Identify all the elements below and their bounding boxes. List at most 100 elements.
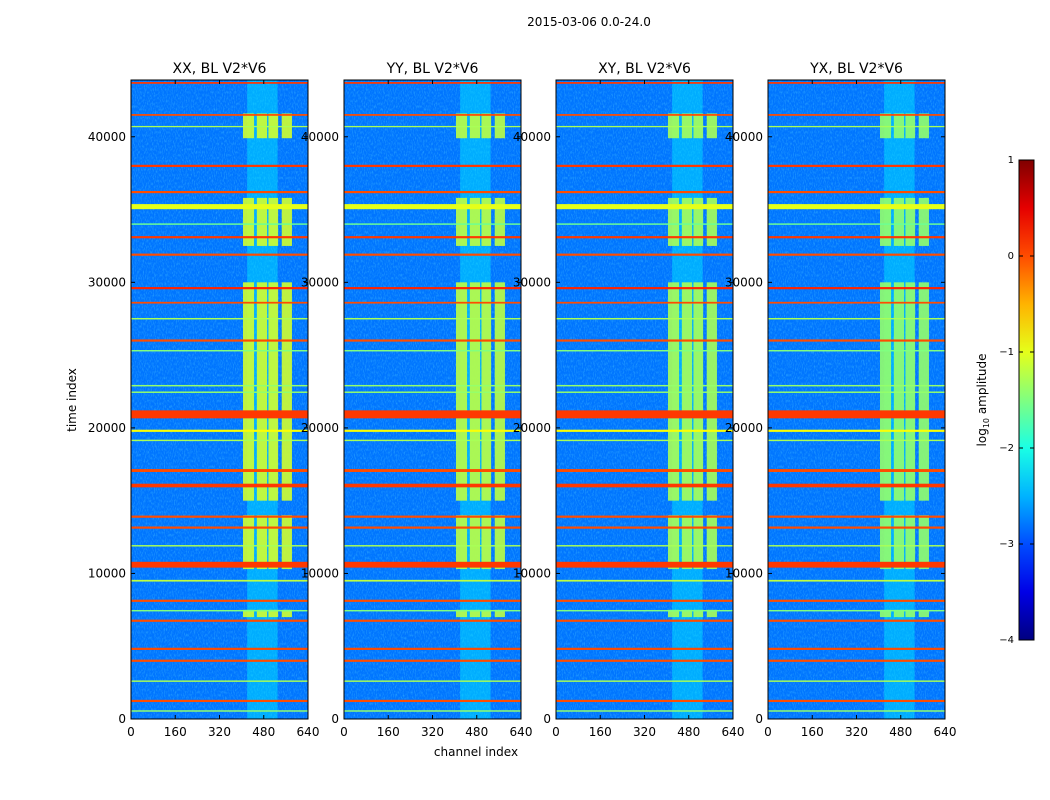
- x-tick-label: 320: [845, 725, 868, 739]
- rfi-row: [131, 339, 308, 342]
- rfi-row: [131, 253, 308, 256]
- rfi-row: [131, 439, 308, 442]
- rfi-row: [768, 317, 945, 320]
- panel-title: YX, BL V2*V6: [809, 61, 903, 77]
- rfi-row: [556, 469, 733, 472]
- rfi-row: [131, 287, 308, 290]
- rfi-row: [344, 579, 521, 582]
- rfi-row: [131, 483, 308, 488]
- y-tick-label: 40000: [513, 130, 551, 144]
- channel-block: [880, 515, 892, 570]
- colorbar-tick-label: −2: [999, 443, 1014, 454]
- x-tick-label: 640: [934, 725, 957, 739]
- rfi-row: [556, 526, 733, 529]
- y-tick-label: 0: [331, 712, 339, 726]
- rfi-row: [768, 125, 945, 128]
- rfi-row: [556, 223, 733, 225]
- channel-block: [668, 609, 680, 618]
- y-tick-label: 40000: [725, 130, 763, 144]
- rfi-row: [344, 699, 521, 703]
- channel-block: [494, 515, 505, 570]
- channel-block: [880, 197, 892, 246]
- rfi-row: [768, 410, 945, 419]
- y-tick-label: 10000: [301, 566, 339, 580]
- rfi-row: [556, 253, 733, 256]
- rfi-row: [556, 164, 733, 167]
- rfi-row: [131, 680, 308, 682]
- colorbar-tick-label: 0: [1008, 251, 1014, 262]
- rfi-row: [556, 659, 733, 662]
- channel-block: [456, 609, 468, 618]
- colorbar-tick-label: −4: [999, 635, 1014, 646]
- channel-block: [481, 609, 492, 618]
- rfi-row: [556, 429, 733, 432]
- rfi-row: [768, 236, 945, 239]
- channel-block: [268, 113, 279, 139]
- rfi-row: [768, 204, 945, 210]
- rfi-row: [131, 469, 308, 472]
- y-tick-label: 30000: [301, 275, 339, 289]
- rfi-row: [768, 483, 945, 488]
- rfi-row: [344, 599, 521, 602]
- y-tick-label: 30000: [88, 275, 126, 289]
- channel-block: [905, 609, 916, 618]
- rfi-row: [768, 391, 945, 393]
- channel-block: [693, 609, 704, 618]
- rfi-row: [131, 619, 308, 622]
- channel-block: [905, 113, 916, 139]
- channel-block: [256, 197, 268, 246]
- channel-block: [668, 197, 680, 246]
- rfi-row: [344, 114, 521, 116]
- rfi-row: [131, 190, 308, 194]
- rfi-row: [131, 384, 308, 387]
- rfi-row: [556, 339, 733, 342]
- y-tick-label: 10000: [725, 566, 763, 580]
- x-tick-label: 160: [164, 725, 187, 739]
- rfi-row: [344, 190, 521, 194]
- channel-block: [469, 609, 481, 618]
- panel-title: XY, BL V2*V6: [598, 61, 691, 77]
- rfi-row: [344, 253, 521, 256]
- rfi-row: [768, 680, 945, 682]
- rfi-row: [768, 561, 945, 568]
- rfi-row: [344, 469, 521, 472]
- rfi-row: [131, 317, 308, 320]
- rfi-row: [768, 339, 945, 342]
- channel-block: [918, 609, 929, 618]
- channel-block: [706, 113, 717, 139]
- x-tick-label: 480: [252, 725, 275, 739]
- heatmap-noise: [556, 80, 733, 719]
- rfi-row: [344, 526, 521, 529]
- rfi-row: [768, 164, 945, 167]
- panel-xy: XY, BL V2*V6 0 160 320 480 640 0 10000 20000 3000…: [513, 61, 745, 739]
- rfi-row: [131, 647, 308, 650]
- rfi-row: [768, 526, 945, 529]
- panel-title: YY, BL V2*V6: [386, 61, 479, 77]
- rfi-row: [344, 287, 521, 290]
- colorbar-tick-label: −1: [999, 347, 1014, 358]
- rfi-row: [768, 609, 945, 612]
- rfi-row: [131, 561, 308, 568]
- rfi-row: [556, 410, 733, 419]
- rfi-row: [556, 301, 733, 304]
- channel-block: [494, 113, 505, 139]
- channel-block: [893, 197, 905, 246]
- y-tick-label: 0: [543, 712, 551, 726]
- panel-title: XX, BL V2*V6: [173, 61, 267, 77]
- y-tick-label: 40000: [301, 130, 339, 144]
- channel-block: [706, 197, 717, 246]
- rfi-row: [344, 429, 521, 432]
- channel-block: [706, 609, 717, 618]
- channel-block: [456, 197, 468, 246]
- rfi-row: [556, 190, 733, 194]
- channel-block: [281, 197, 292, 246]
- rfi-row: [768, 223, 945, 225]
- rfi-row: [556, 619, 733, 622]
- rfi-row: [131, 515, 308, 518]
- y-tick-label: 30000: [513, 275, 551, 289]
- rfi-row: [131, 223, 308, 225]
- x-tick-label: 320: [633, 725, 656, 739]
- rfi-row: [131, 410, 308, 419]
- channel-block: [481, 113, 492, 139]
